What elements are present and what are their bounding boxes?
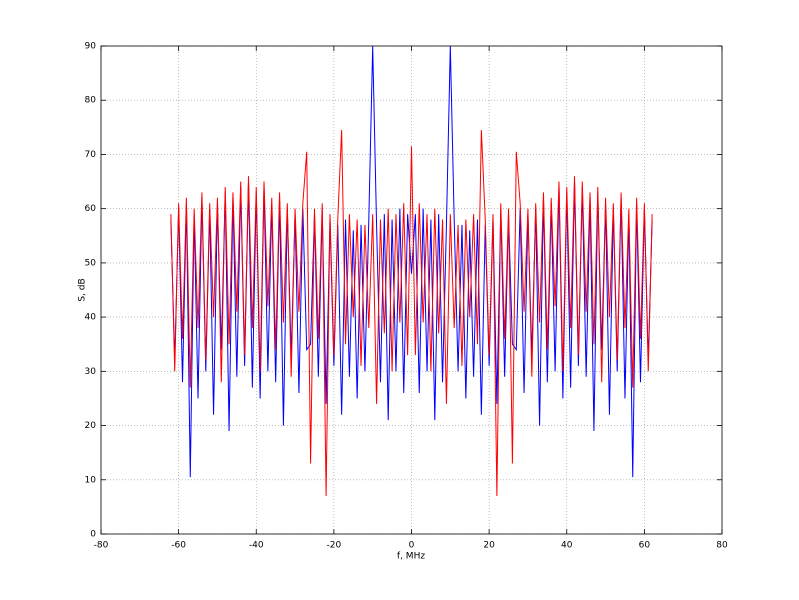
y-tick-label: 20	[85, 421, 97, 431]
y-tick-label: 80	[85, 96, 97, 106]
x-tick-label: 0	[409, 541, 415, 551]
x-tick-label: 40	[561, 541, 573, 551]
y-tick-label: 90	[85, 42, 97, 52]
plot-frame	[100, 45, 723, 535]
y-tick-label: 10	[85, 475, 97, 485]
series-line	[170, 130, 653, 497]
y-tick-label: 40	[85, 313, 97, 323]
y-tick-label: 0	[90, 530, 96, 540]
x-tick-label: -80	[94, 541, 109, 551]
y-tick-label: 30	[85, 367, 97, 377]
y-axis-label: S, dB	[78, 278, 88, 301]
x-tick-label: -60	[171, 541, 186, 551]
x-tick-label: 20	[483, 541, 495, 551]
x-tick-label: 80	[716, 541, 728, 551]
x-tick-label: -40	[249, 541, 264, 551]
series-line	[170, 45, 653, 478]
y-tick-label: 60	[85, 204, 97, 214]
x-tick-label: -20	[327, 541, 342, 551]
y-tick-label: 70	[85, 150, 97, 160]
y-tick-label: 50	[85, 258, 97, 268]
x-tick-label: 60	[639, 541, 651, 551]
x-axis-label: f, MHz	[397, 552, 425, 562]
